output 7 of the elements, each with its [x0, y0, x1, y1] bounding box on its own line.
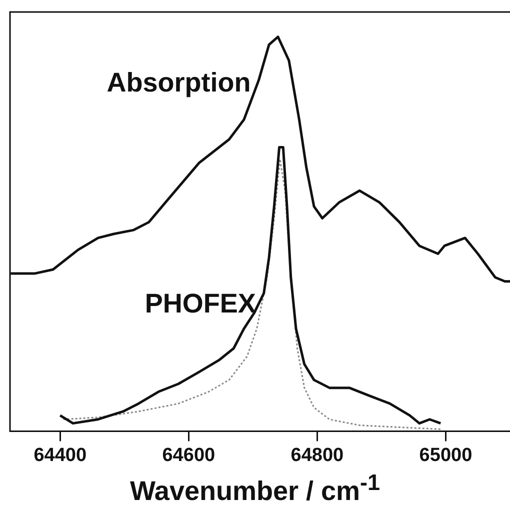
- x-tick-label: 64800: [290, 444, 344, 466]
- series-label: Absorption: [106, 68, 251, 98]
- x-axis-title: Wavenumber / cm$^{-1}$: [128, 470, 382, 507]
- x-tick-label: 65000: [419, 444, 472, 466]
- series-label: PHOFEX: [144, 288, 256, 318]
- x-tick-label: 64400: [34, 444, 87, 466]
- x-tick-label: 64600: [162, 444, 216, 466]
